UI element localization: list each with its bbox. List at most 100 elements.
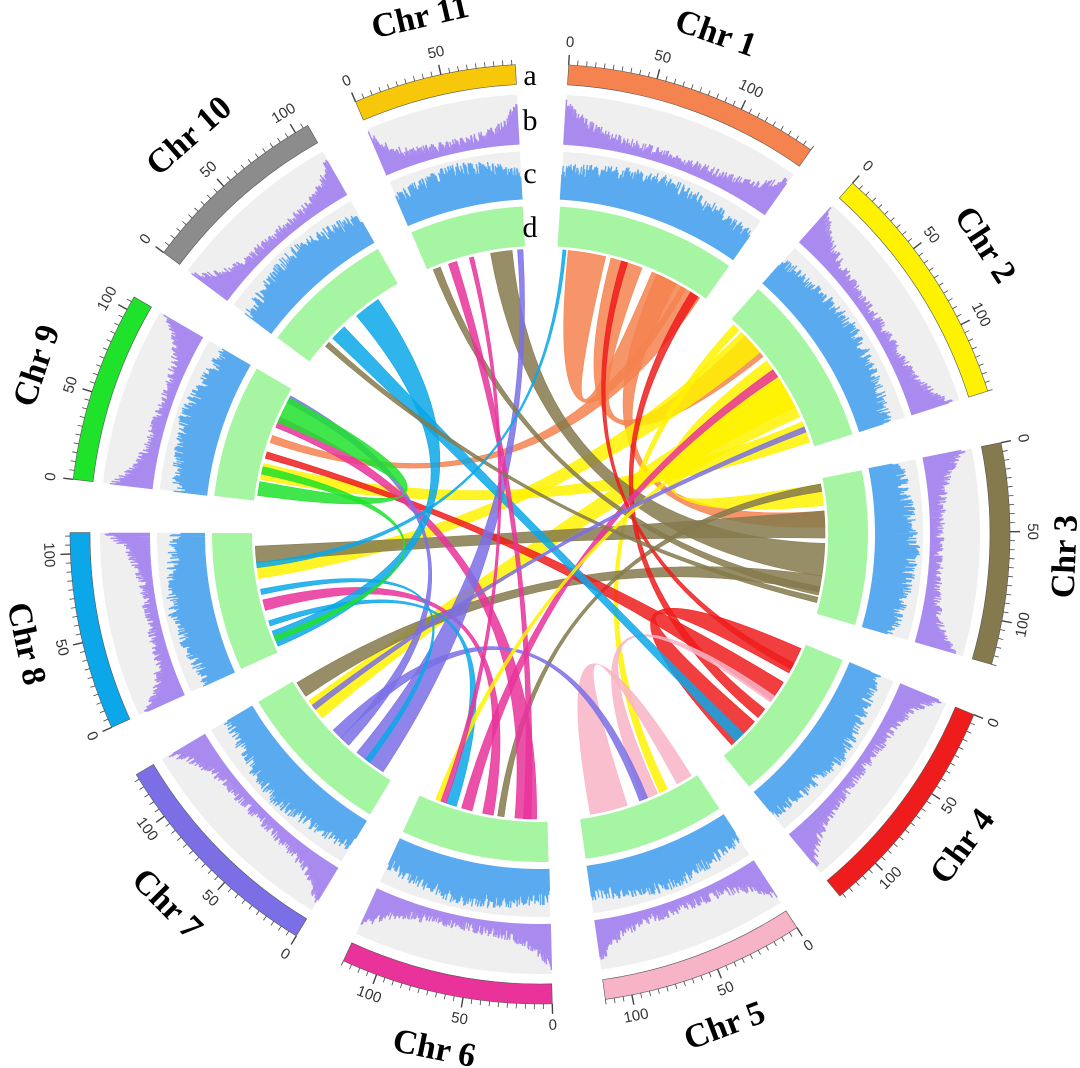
chr-9-track-b-bars [109, 314, 204, 490]
chr-3-tick-label: 100 [1012, 611, 1033, 639]
chr-4-tick [916, 815, 921, 819]
chr-4-tick [973, 714, 984, 720]
chr-1-tick [682, 81, 685, 87]
chr-5-tick [796, 927, 803, 937]
chr-11-tick [448, 67, 451, 73]
chr-4-tick [874, 862, 884, 871]
chr-9-tick [117, 304, 128, 311]
synteny-link [259, 421, 811, 501]
synteny-link [269, 286, 701, 469]
chr-2-track-d [731, 289, 853, 447]
chr-8-tick [90, 685, 96, 688]
chr-2-track-b-bg [799, 205, 960, 416]
chr-6-tick [435, 992, 437, 998]
chr-7-tick [171, 830, 176, 834]
chr-4-tick [970, 722, 976, 726]
chr-1-tick-label: 0 [565, 34, 574, 51]
chr-1-tick [656, 68, 661, 79]
chr-2-tick [907, 238, 913, 242]
chr-2-tick [968, 338, 974, 342]
chr-1-tick [691, 84, 694, 90]
chr-9-tick [99, 355, 105, 359]
chr-3-label: Chr 3 [1045, 514, 1080, 599]
chr-1-ideogram [567, 64, 812, 167]
chr-1-tick [639, 69, 642, 75]
chr-7-tick [227, 888, 232, 893]
chr-10-tick [233, 170, 238, 175]
track-label-d: d [523, 211, 538, 244]
synteny-link [257, 397, 408, 505]
chr-10-track-b-bg [187, 151, 348, 301]
chr-2-tick [943, 290, 949, 294]
chr-1-tick [748, 108, 752, 114]
chr-5-tick [700, 975, 703, 981]
chr-4-tick [862, 875, 867, 880]
chr-7-tick [248, 905, 253, 910]
chr-6-tick [400, 983, 403, 989]
chr-5-tick [765, 945, 769, 951]
synteny-link [490, 250, 826, 577]
chr-1-tick [795, 135, 800, 141]
chr-4-tick [893, 843, 898, 848]
synteny-links [254, 249, 826, 820]
chr-10-tick [240, 164, 245, 170]
chr-9-tick [84, 398, 90, 401]
chr-4-tick [966, 730, 972, 734]
chr-4-tick [887, 849, 892, 854]
chr-1-tick [716, 93, 719, 99]
chr-1-tick [740, 99, 747, 110]
chr-7-tick [155, 815, 165, 823]
chr-2-tick [918, 252, 924, 257]
chr-2-tick [858, 185, 863, 190]
chr-7-track-c-bars [223, 705, 367, 850]
chr-3-tick [1004, 459, 1010, 461]
chr-4-tick [868, 869, 873, 874]
chr-11-tick [378, 87, 381, 93]
chr-6-tick [408, 985, 411, 991]
chr-2-tick [964, 330, 970, 334]
chr-9-tick [126, 298, 132, 302]
chr-10-tick [155, 245, 165, 254]
chr-8-tick [87, 676, 93, 680]
synteny-link [611, 634, 775, 801]
chr-5-track-b-bars [594, 860, 778, 960]
chr-6-tick [479, 1000, 482, 1006]
chr-8-tick [70, 607, 76, 609]
chr-8-tick [82, 659, 88, 662]
chr-7-track-b-bars [168, 733, 339, 903]
chr-1-tick [595, 62, 597, 68]
chr-1-track-d [557, 206, 730, 299]
chr-10-tick [182, 221, 187, 225]
chr-8-tick [79, 650, 85, 653]
chr-9-tick [82, 407, 88, 410]
chr-3-tick [1003, 611, 1009, 614]
chr-3-track-c-bars [861, 463, 921, 635]
chr-2-track-c-bars [762, 260, 892, 433]
chr-2-tick [960, 319, 971, 326]
chr-9-tick [96, 364, 102, 367]
chr-2-tick-label: 50 [920, 223, 944, 247]
chr-5-tick [773, 941, 777, 947]
chr-4-tick [931, 793, 941, 800]
chr-2-tick [884, 210, 889, 215]
chr-1-tick [724, 97, 728, 103]
chr-5-tick [683, 981, 686, 987]
chr-5-tick [613, 998, 616, 1004]
chr-11-tick [413, 76, 416, 82]
chr-2-tick [923, 259, 929, 264]
chr-1-track-b-bars [563, 99, 788, 216]
chr-8-tick [99, 710, 105, 714]
chr-3-tick [1001, 620, 1012, 624]
chr-1-tick [648, 71, 650, 77]
chr-3-tick-label: 50 [1024, 523, 1041, 540]
chr-8-tick [96, 702, 102, 705]
chr-8-tick [93, 693, 99, 697]
chr-3-tick [1006, 593, 1012, 596]
chr-10-tick [216, 178, 225, 187]
chr-7-tick [165, 823, 170, 827]
chr-8-track-b-bars [104, 532, 185, 712]
chr-5-tick-label: 50 [715, 978, 737, 1000]
chr-4-track-b-bars [788, 683, 942, 867]
chr-8-ideogram [69, 532, 131, 728]
chr-4-tick [921, 808, 926, 812]
